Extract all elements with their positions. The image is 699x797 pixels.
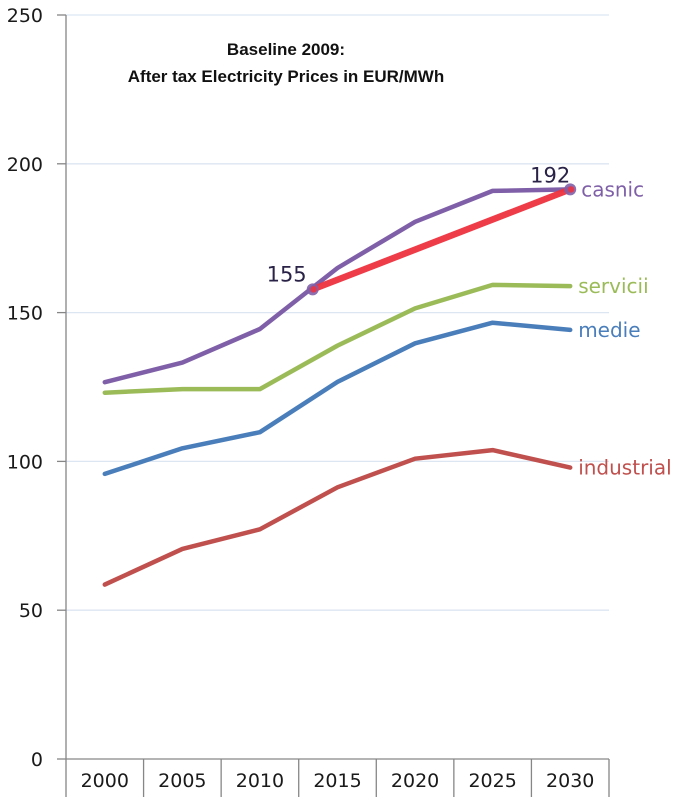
annotations: 155 192	[267, 163, 577, 296]
x-tick-label: 2000	[81, 770, 129, 792]
series-label-industrial: industrial	[578, 456, 671, 480]
series-line-medie	[102, 320, 573, 477]
x-tick-label: 2010	[236, 770, 284, 792]
y-tick-label: 0	[31, 749, 43, 771]
highlight-trend-line	[309, 186, 574, 293]
gridlines	[66, 14, 609, 611]
x-tick-label: 2020	[391, 770, 439, 792]
x-axis-ticks: 2000 2005 2010 2015 2020 2025 2030	[81, 770, 595, 792]
series-label-servicii: servicii	[578, 274, 648, 298]
annotation-marker-inner	[568, 186, 575, 193]
annotation-label: 155	[267, 262, 307, 286]
x-tick-label: 2005	[158, 770, 206, 792]
annotation-marker-inner	[310, 286, 317, 293]
series-label-medie: medie	[578, 318, 640, 342]
axes	[65, 15, 610, 797]
series-labels: casnic servicii medie industrial	[578, 177, 671, 479]
x-tick-label: 2015	[313, 770, 361, 792]
series-label-casnic: casnic	[581, 177, 644, 201]
y-tick-label: 200	[7, 154, 43, 176]
y-tick-label: 250	[7, 5, 43, 27]
chart-title-line-1: Baseline 2009:	[227, 40, 345, 59]
series-line-servicii	[102, 282, 573, 395]
y-axis-ticks: 0 50 100 150 200 250	[7, 5, 66, 771]
series-line-casnic	[102, 187, 573, 385]
y-tick-label: 50	[19, 600, 43, 622]
y-tick-label: 150	[7, 303, 43, 325]
y-tick-label: 100	[7, 451, 43, 473]
series-line-industrial	[102, 447, 573, 587]
highlight-segment	[309, 186, 574, 293]
x-tick-label: 2030	[546, 770, 594, 792]
chart-title-line-2: After tax Electricity Prices in EUR/MWh	[128, 67, 444, 86]
x-tick-label: 2025	[468, 770, 516, 792]
annotation-label: 192	[530, 163, 570, 187]
series-lines	[102, 187, 573, 587]
